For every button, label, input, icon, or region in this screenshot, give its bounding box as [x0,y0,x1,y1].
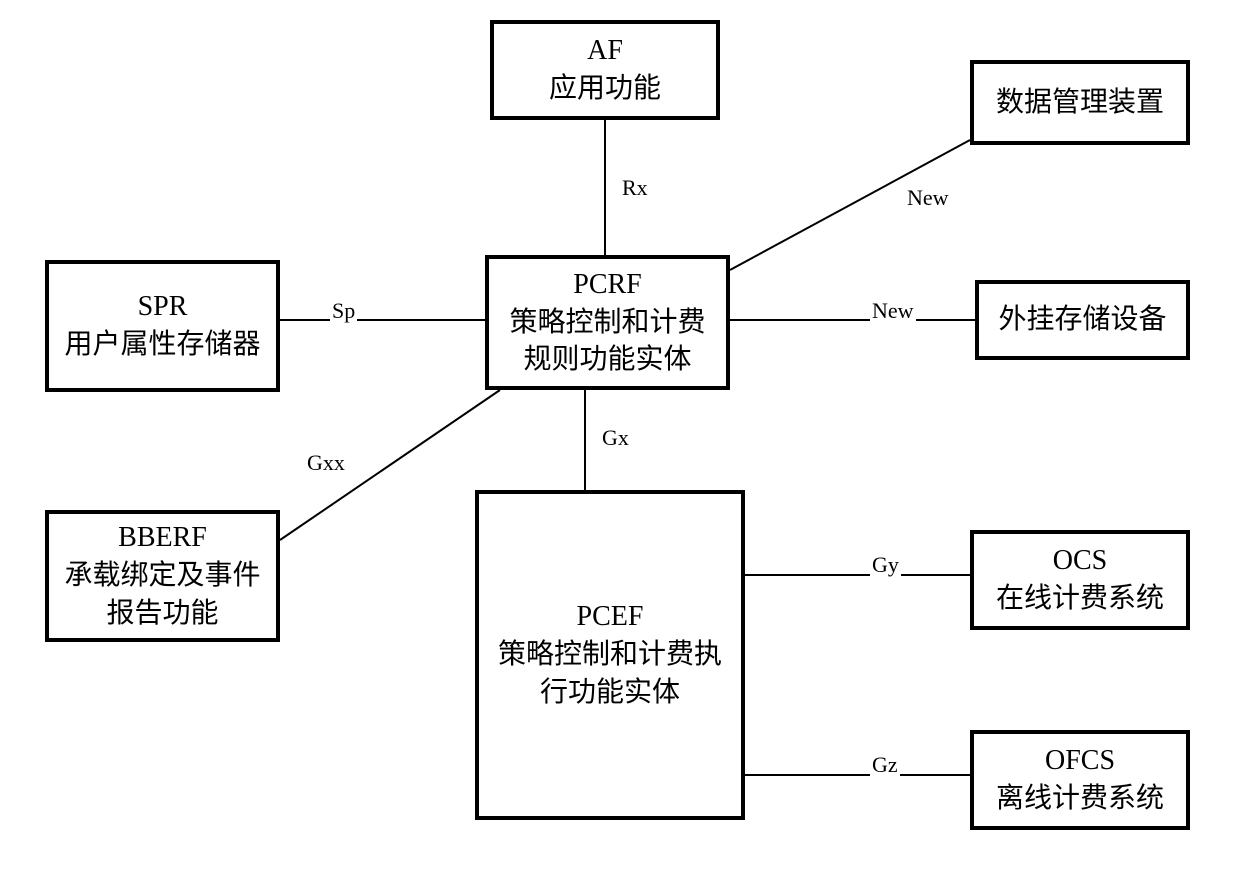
node-bberf: BBERF 承载绑定及事件报告功能 [45,510,280,642]
node-ofcs-line2: 离线计费系统 [996,780,1164,818]
node-ofcs: OFCS 离线计费系统 [970,730,1190,830]
node-bberf-line1: BBERF [118,519,207,557]
node-dmgr-line1: 数据管理装置 [996,84,1164,122]
node-ext-line1: 外挂存储设备 [998,301,1166,339]
node-ext: 外挂存储设备 [975,280,1190,360]
edge-label-gz: Gz [870,752,900,778]
node-af: AF 应用功能 [490,20,720,120]
edge-label-gy: Gy [870,552,901,578]
node-ocs: OCS 在线计费系统 [970,530,1190,630]
edge-label-rx: Rx [620,175,650,201]
node-pcef-line2: 策略控制和计费执行功能实体 [487,636,733,712]
node-pcef: PCEF 策略控制和计费执行功能实体 [475,490,745,820]
node-pcrf: PCRF 策略控制和计费规则功能实体 [485,255,730,390]
node-af-line1: AF [587,32,623,70]
node-bberf-line2: 承载绑定及事件报告功能 [57,557,268,633]
node-ocs-line2: 在线计费系统 [996,580,1164,618]
node-pcef-line1: PCEF [577,598,644,636]
diagram-canvas: AF 应用功能 数据管理装置 SPR 用户属性存储器 PCRF 策略控制和计费规… [0,0,1240,879]
node-ocs-line1: OCS [1053,542,1107,580]
node-dmgr: 数据管理装置 [970,60,1190,145]
edge-label-new1: New [905,185,951,211]
node-af-line2: 应用功能 [549,70,661,108]
edge-label-sp: Sp [330,298,357,324]
node-pcrf-line2: 策略控制和计费规则功能实体 [497,304,718,380]
edge-label-gx: Gx [600,425,631,451]
node-pcrf-line1: PCRF [573,266,642,304]
edge-label-new2: New [870,298,916,324]
edge-label-gxx: Gxx [305,450,347,476]
node-spr-line2: 用户属性存储器 [64,326,260,364]
node-spr-line1: SPR [138,288,188,326]
node-ofcs-line1: OFCS [1045,742,1115,780]
node-spr: SPR 用户属性存储器 [45,260,280,392]
